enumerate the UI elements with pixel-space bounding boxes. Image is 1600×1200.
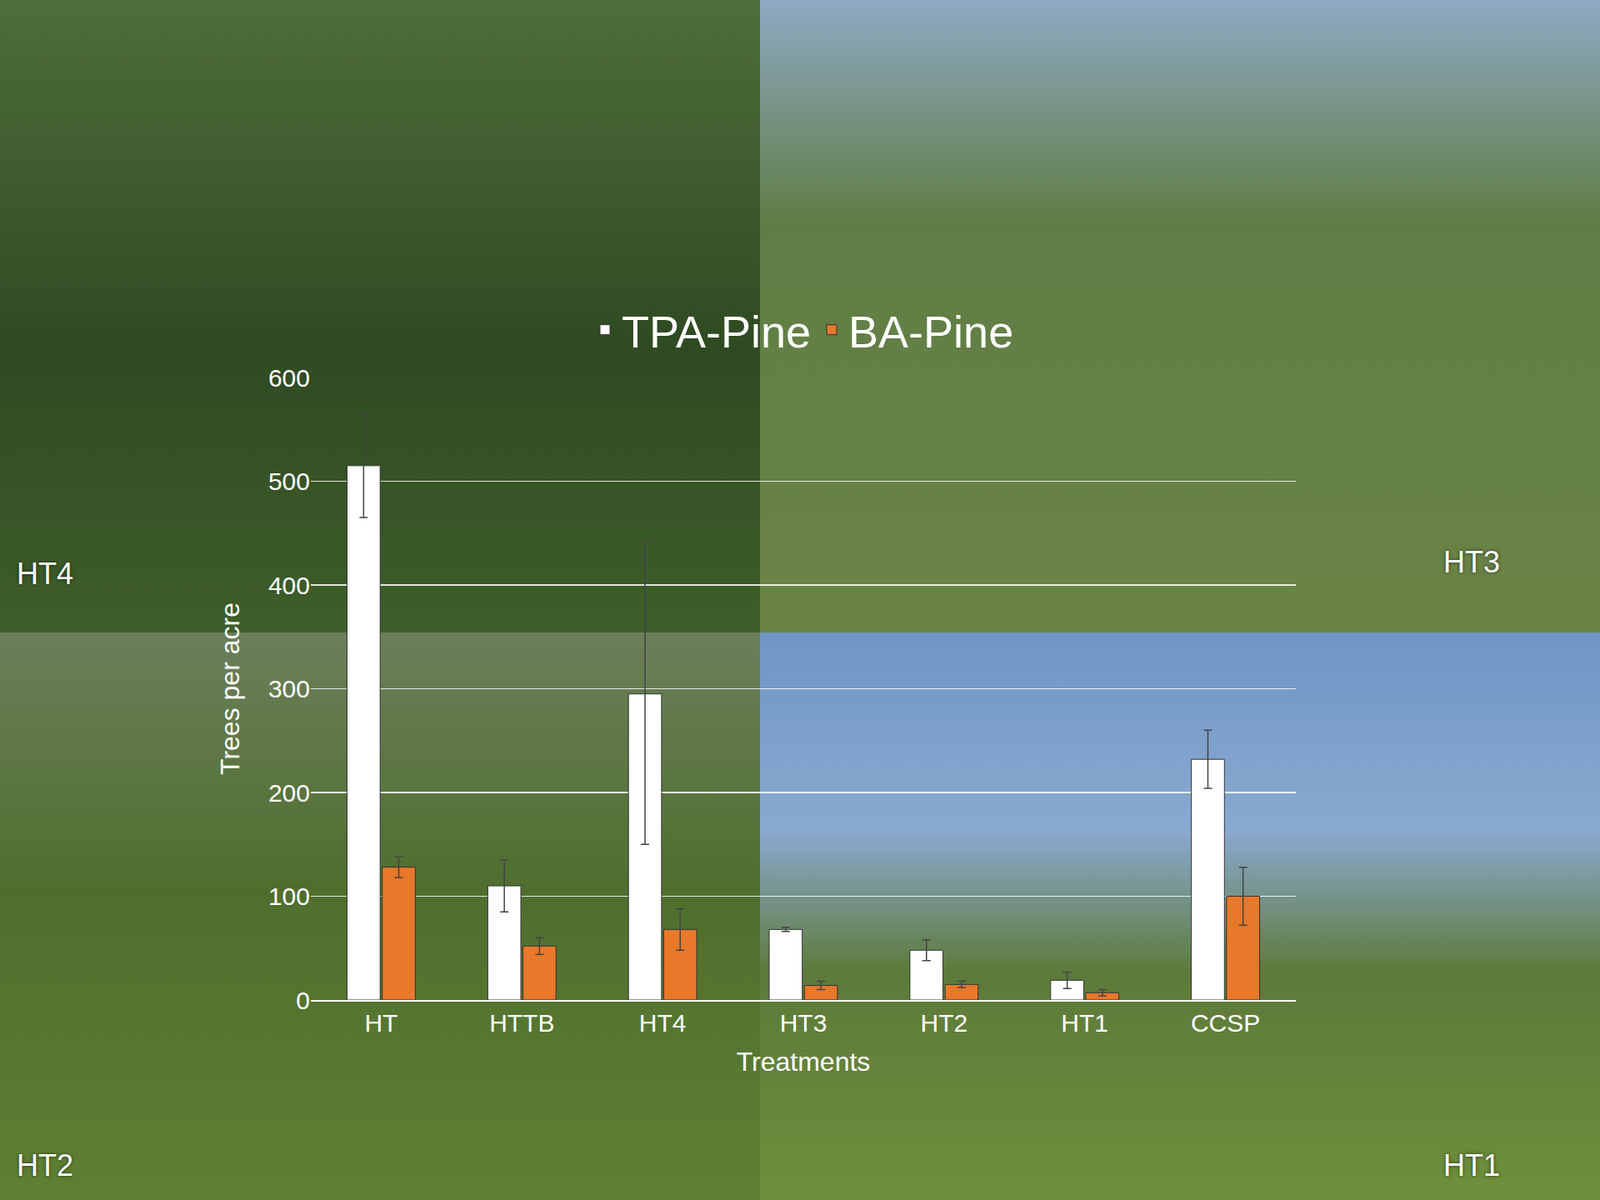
svg-text:500: 500 [268, 467, 310, 495]
svg-text:HT1: HT1 [1060, 1009, 1109, 1037]
svg-text:400: 400 [268, 571, 310, 600]
svg-text:Treatments: Treatments [736, 1046, 871, 1077]
svg-text:HT4: HT4 [639, 1009, 687, 1037]
svg-text:100: 100 [268, 882, 310, 910]
svg-text:TPA-Pine: TPA-Pine [621, 306, 811, 357]
svg-text:Trees per acre: Trees per acre [215, 602, 245, 775]
svg-text:HTTB: HTTB [489, 1009, 555, 1037]
html-text:HT4: HT4 [16, 556, 74, 591]
svg-text:600: 600 [268, 364, 310, 392]
html-text:HT2: HT2 [16, 1148, 74, 1183]
svg-text:300: 300 [268, 675, 310, 703]
svg-text:BA-Pine: BA-Pine [848, 306, 1014, 357]
svg-text:HT2: HT2 [920, 1009, 969, 1037]
svg-text:CCSP: CCSP [1190, 1009, 1260, 1037]
html-text:HT3: HT3 [1443, 545, 1500, 580]
svg-text:0: 0 [295, 986, 310, 1015]
html-text:HT1: HT1 [1443, 1148, 1500, 1183]
svg-text:HT: HT [364, 1009, 398, 1037]
svg-text:HT3: HT3 [780, 1009, 828, 1037]
svg-text:200: 200 [268, 779, 310, 807]
